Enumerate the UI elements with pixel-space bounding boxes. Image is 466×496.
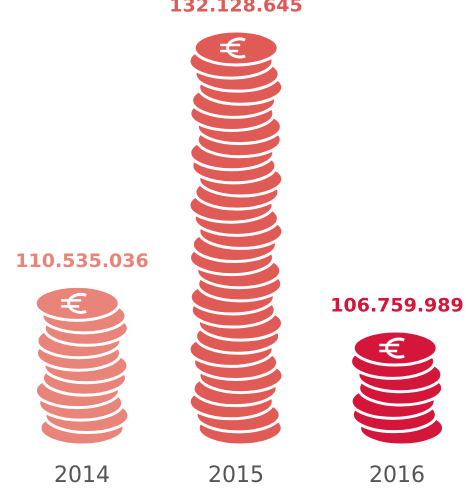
euro-icon-bars bbox=[61, 299, 82, 308]
euro-icon-bars bbox=[379, 343, 400, 353]
euro-icon-bars bbox=[220, 43, 241, 53]
euro-icon bbox=[226, 37, 246, 59]
coin-stack bbox=[187, 29, 285, 447]
category-label: 2015 bbox=[208, 463, 264, 488]
category-label: 2016 bbox=[369, 463, 425, 488]
value-label: 106.759.989 bbox=[330, 295, 463, 317]
euro-icon bbox=[67, 292, 87, 314]
coin-stack bbox=[33, 284, 131, 447]
coin bbox=[33, 284, 121, 322]
category-label: 2014 bbox=[54, 463, 110, 488]
coin-stack bbox=[349, 329, 446, 447]
value-label: 110.535.036 bbox=[15, 250, 148, 272]
value-label: 132.128.645 bbox=[169, 0, 302, 16]
coin bbox=[192, 29, 280, 67]
coin bbox=[351, 329, 439, 367]
euro-icon bbox=[385, 337, 405, 359]
